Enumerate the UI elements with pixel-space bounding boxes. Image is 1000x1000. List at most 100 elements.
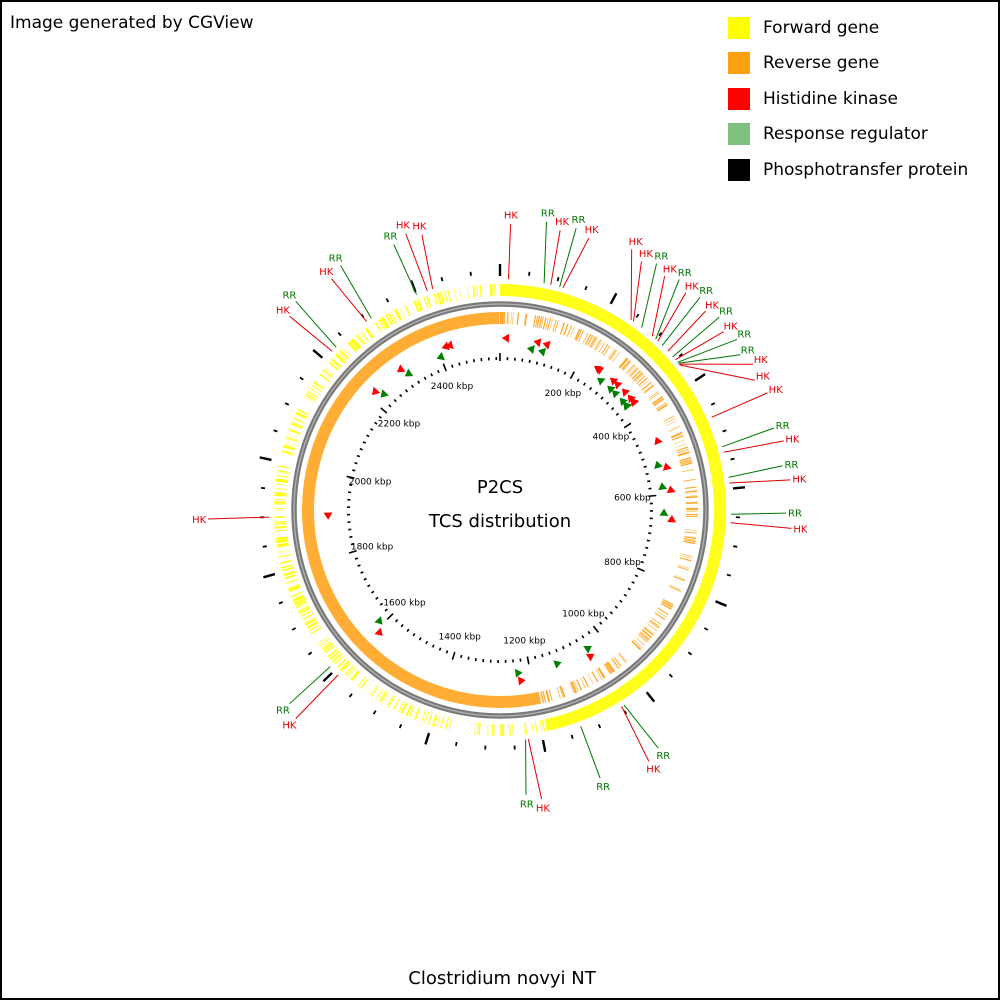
forward-gene: [350, 670, 360, 681]
reverse-gene: [539, 691, 543, 704]
reverse-gene: [648, 620, 660, 629]
forward-gene: [321, 371, 332, 379]
reverse-gene: [540, 691, 545, 704]
inner-tick: [627, 587, 631, 591]
forward-gene: [305, 618, 317, 626]
forward-gene: [319, 638, 330, 647]
feature-callout-line: [580, 726, 601, 779]
reverse-gene: [552, 319, 557, 332]
forward-gene: [274, 493, 287, 496]
reverse-gene: [578, 330, 585, 342]
reverse-gene: [685, 496, 698, 499]
reverse-gene: [683, 541, 696, 545]
feature-callout-line: [340, 265, 372, 319]
reverse-gene-track: [301, 312, 698, 709]
feature-callout-line: [722, 427, 775, 448]
reverse-gene: [559, 686, 564, 698]
inner-tick: [632, 437, 636, 441]
inner-tick: [604, 616, 608, 620]
reverse-gene: [637, 634, 648, 643]
feature-label-hk: HK: [629, 237, 644, 248]
reverse-gene: [638, 633, 649, 642]
forward-gene: [435, 293, 440, 305]
inner-tick: [467, 656, 470, 660]
reverse-gene: [573, 680, 580, 692]
forward-gene: [328, 362, 339, 371]
forward-gene: [322, 369, 333, 378]
forward-gene: [288, 429, 301, 435]
forward-gene: [378, 318, 387, 330]
feature-callout-line: [289, 666, 331, 705]
forward-gene: [313, 381, 325, 390]
forward-gene: [342, 347, 352, 357]
reverse-gene: [679, 459, 692, 464]
forward-gene: [432, 294, 437, 306]
forward-gene: [280, 559, 293, 564]
forward-gene: [292, 594, 304, 601]
reverse-gene: [656, 403, 668, 411]
reverse-gene: [661, 602, 672, 609]
outer-tick: [284, 402, 290, 406]
reverse-gene: [593, 339, 601, 350]
forward-gene: [439, 292, 443, 304]
feature-label-hk: HK: [663, 264, 678, 275]
reverse-gene: [683, 539, 696, 543]
inner-tick: [438, 647, 442, 651]
reverse-gene: [503, 312, 505, 325]
forward-gene: [303, 397, 315, 404]
reverse-gene: [649, 619, 660, 628]
forward-gene: [348, 668, 357, 678]
forward-gene: [276, 474, 289, 478]
forward-gene: [374, 321, 382, 332]
forward-gene: [335, 354, 345, 364]
reverse-gene: [538, 316, 542, 329]
response-regulator-marker: [380, 389, 389, 398]
feature-label-hk: HK: [756, 372, 771, 383]
inner-tick: [374, 421, 378, 425]
center-subtitle: TCS distribution: [428, 511, 571, 532]
reverse-gene: [545, 690, 550, 703]
outer-tick: [299, 376, 304, 381]
inner-tick: [635, 444, 639, 448]
reverse-gene: [542, 317, 547, 330]
reverse-gene: [654, 612, 666, 621]
inner-tick: [636, 567, 645, 572]
reverse-gene: [651, 617, 662, 625]
reverse-gene: [629, 367, 638, 377]
forward-gene: [331, 358, 342, 368]
forward-gene: [274, 507, 287, 509]
reverse-gene: [582, 676, 590, 688]
feature-callout-line: [405, 233, 428, 291]
forward-gene: [371, 685, 379, 697]
reverse-gene: [596, 340, 603, 351]
feature-label-hk: HK: [504, 211, 519, 222]
feature-callout-line: [208, 516, 270, 520]
inner-tick: [623, 593, 627, 597]
forward-gene: [351, 339, 360, 349]
inner-tick: [587, 630, 591, 635]
reverse-gene: [610, 659, 619, 670]
reverse-gene: [680, 462, 693, 467]
feature-callout-line: [393, 244, 418, 295]
forward-gene: [331, 653, 342, 663]
reverse-gene: [656, 610, 667, 618]
feature-label-rr: RR: [656, 751, 670, 762]
histidine-kinase-marker: [654, 436, 663, 446]
feature-callout-line: [527, 739, 543, 800]
response-regulator-marker: [658, 482, 668, 491]
reverse-gene: [683, 536, 696, 540]
feature-callout-line: [295, 301, 337, 348]
forward-gene: [310, 626, 322, 635]
reverse-gene: [622, 360, 631, 370]
reverse-gene: [584, 333, 592, 345]
forward-gene: [294, 598, 306, 604]
feature-callout-line: [651, 276, 666, 337]
feature-label-hk: HK: [685, 281, 700, 292]
feature-callout-line: [550, 230, 561, 285]
inner-tick: [367, 584, 371, 588]
histidine-kinase-marker: [374, 627, 383, 636]
inner-tick: [576, 378, 580, 382]
legend-item-forward-gene: Forward gene: [728, 10, 968, 46]
reverse-gene: [653, 397, 664, 406]
reverse-gene: [621, 359, 630, 370]
